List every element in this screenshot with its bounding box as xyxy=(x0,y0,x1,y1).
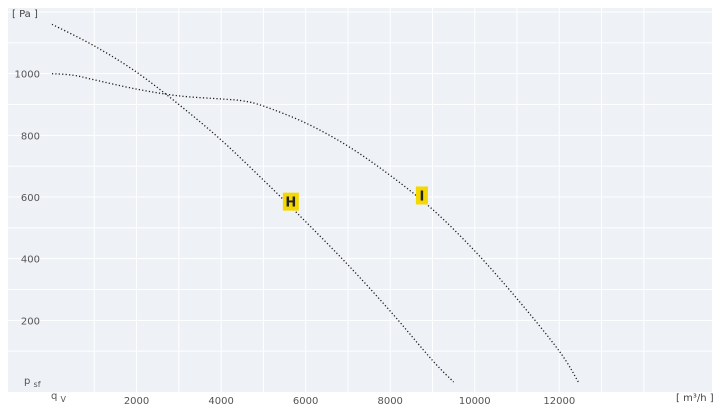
y-tick-label: 600 xyxy=(21,193,40,204)
y-axis-symbol-sub: sf xyxy=(34,380,41,389)
curve-label-badge xyxy=(282,192,299,211)
curve-label-text: I xyxy=(419,189,424,204)
y-tick-label: 400 xyxy=(21,255,40,266)
y-axis-symbol: p sf xyxy=(24,376,41,389)
x-tick-label: 8000 xyxy=(377,396,402,407)
y-tick-label: 1000 xyxy=(15,70,40,81)
y-tick-label: 200 xyxy=(21,316,40,327)
x-tick-label: 10000 xyxy=(459,396,491,407)
curve-label-badge xyxy=(415,186,428,205)
grid-lines xyxy=(8,8,712,392)
x-axis-unit-label: [ m³/h ] xyxy=(676,393,714,404)
x-axis-symbol-sub: V xyxy=(61,395,67,404)
curve-label-i: I xyxy=(415,186,428,205)
curve-label-text: H xyxy=(285,196,296,211)
y-axis-symbol-main: p xyxy=(24,376,30,387)
curve-i xyxy=(51,73,579,383)
curve-layer xyxy=(51,23,579,383)
x-axis-symbol-main: q xyxy=(51,391,57,402)
tick-labels: 200 400 600 800 1000 2000 4000 6000 8000 10000 120… xyxy=(15,70,576,407)
x-axis-symbol: q V xyxy=(51,391,67,404)
y-tick-label: 800 xyxy=(21,131,40,142)
plot-background xyxy=(8,8,712,392)
curve-label-h: H xyxy=(282,192,299,211)
x-tick-label: 2000 xyxy=(124,396,149,407)
x-tick-label: 12000 xyxy=(543,396,575,407)
y-axis-unit-label: [ Pa ] xyxy=(12,9,38,20)
x-tick-label: 4000 xyxy=(208,396,233,407)
x-tick-label: 6000 xyxy=(293,396,318,407)
